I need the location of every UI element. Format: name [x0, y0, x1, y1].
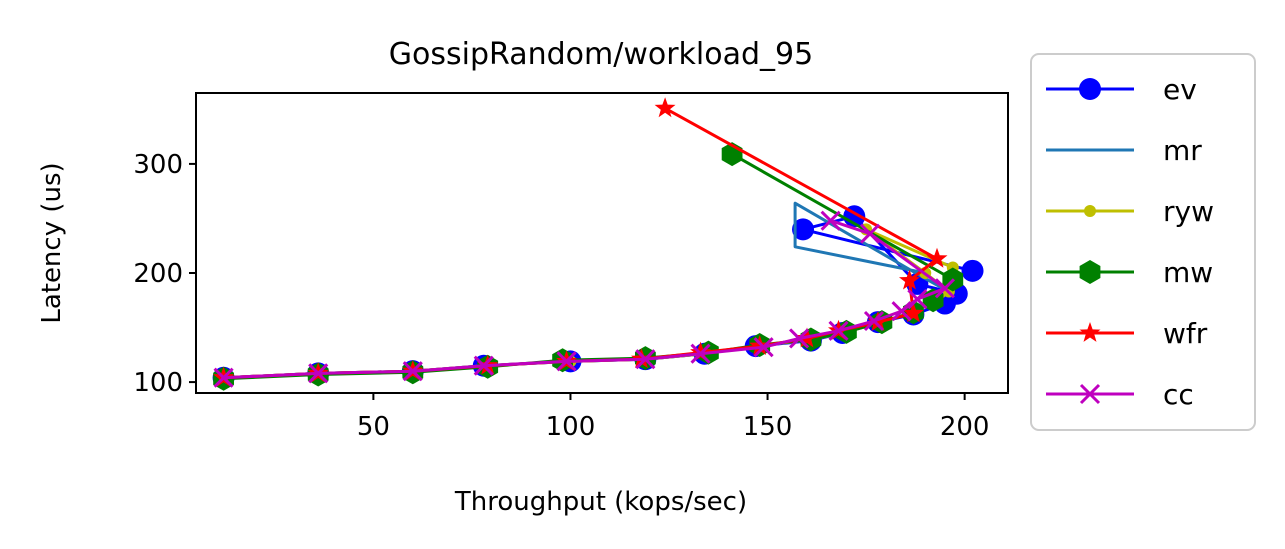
legend-marker [1079, 322, 1101, 342]
y-tick-label: 200 [133, 259, 183, 289]
series-mr [223, 201, 951, 380]
legend-marker [1079, 383, 1101, 405]
x-tick-label: 100 [546, 412, 596, 442]
data-point-wfr [690, 341, 711, 362]
legend-item-wfr: wfr [1046, 317, 1208, 350]
legend-item-ev: ev [1046, 73, 1197, 106]
data-point-wfr [899, 269, 920, 290]
data-point-cc [820, 210, 841, 231]
data-point-cc [753, 337, 774, 358]
legend-label: wfr [1163, 317, 1208, 350]
data-point-cc [402, 361, 423, 382]
legend-label: ev [1163, 73, 1197, 106]
legend-item-mr: mr [1046, 134, 1202, 167]
data-point-cc [789, 328, 810, 349]
y-axis: 100 200 300 [133, 150, 196, 398]
x-axis-label: Throughput (kops/sec) [454, 487, 747, 517]
legend-label: ryw [1163, 195, 1214, 228]
data-point-cc [907, 289, 928, 310]
y-axis-label: Latency (us) [37, 162, 67, 323]
x-axis: 50 100 150 200 [357, 393, 990, 442]
data-point-cc [635, 349, 656, 370]
series-line-mw [223, 152, 955, 381]
y-tick-label: 300 [133, 150, 183, 180]
x-tick-label: 150 [743, 412, 793, 442]
legend-label: mr [1163, 134, 1202, 167]
series-line-cc [223, 219, 947, 380]
legend-box [1030, 53, 1256, 431]
data-point-cc [859, 223, 881, 244]
plot-frame [195, 92, 1009, 394]
legend-item-cc: cc [1046, 378, 1194, 411]
x-tick-label: 200 [940, 412, 990, 442]
series-line-ryw [223, 227, 954, 380]
series-line-mr [223, 201, 951, 380]
legend-label: cc [1163, 378, 1194, 411]
data-point-cc [308, 363, 329, 384]
data-point-wfr [654, 97, 676, 118]
plot-area [195, 92, 1009, 394]
data-point-cc [556, 351, 577, 372]
chart-title: GossipRandom/workload_95 [389, 37, 813, 72]
data-point-cc [934, 278, 955, 299]
data-point-ev [792, 218, 815, 241]
data-point-cc [690, 343, 711, 364]
data-point-cc [828, 320, 849, 341]
data-point-ev [961, 259, 984, 282]
x-tick-label: 50 [357, 412, 390, 442]
legend-item-mw: mw [1046, 256, 1213, 289]
data-point-cc [213, 367, 234, 388]
data-point-cc [863, 310, 885, 332]
series-cc [213, 210, 955, 388]
data-point-wfr [926, 247, 948, 268]
data-point-wfr [902, 302, 924, 323]
legend-item-ryw: ryw [1046, 195, 1214, 228]
legend-marker [1079, 78, 1101, 100]
data-point-cc [891, 301, 912, 322]
legend-marker [1084, 205, 1096, 217]
y-tick-label: 100 [133, 368, 183, 398]
series-wfr [213, 97, 948, 387]
legend-label: mw [1163, 256, 1213, 289]
data-point-cc [473, 355, 494, 376]
legend: ev mr ryw mw wfr cc [1030, 53, 1256, 431]
series-mw [213, 142, 964, 391]
legend-marker [1079, 260, 1101, 284]
